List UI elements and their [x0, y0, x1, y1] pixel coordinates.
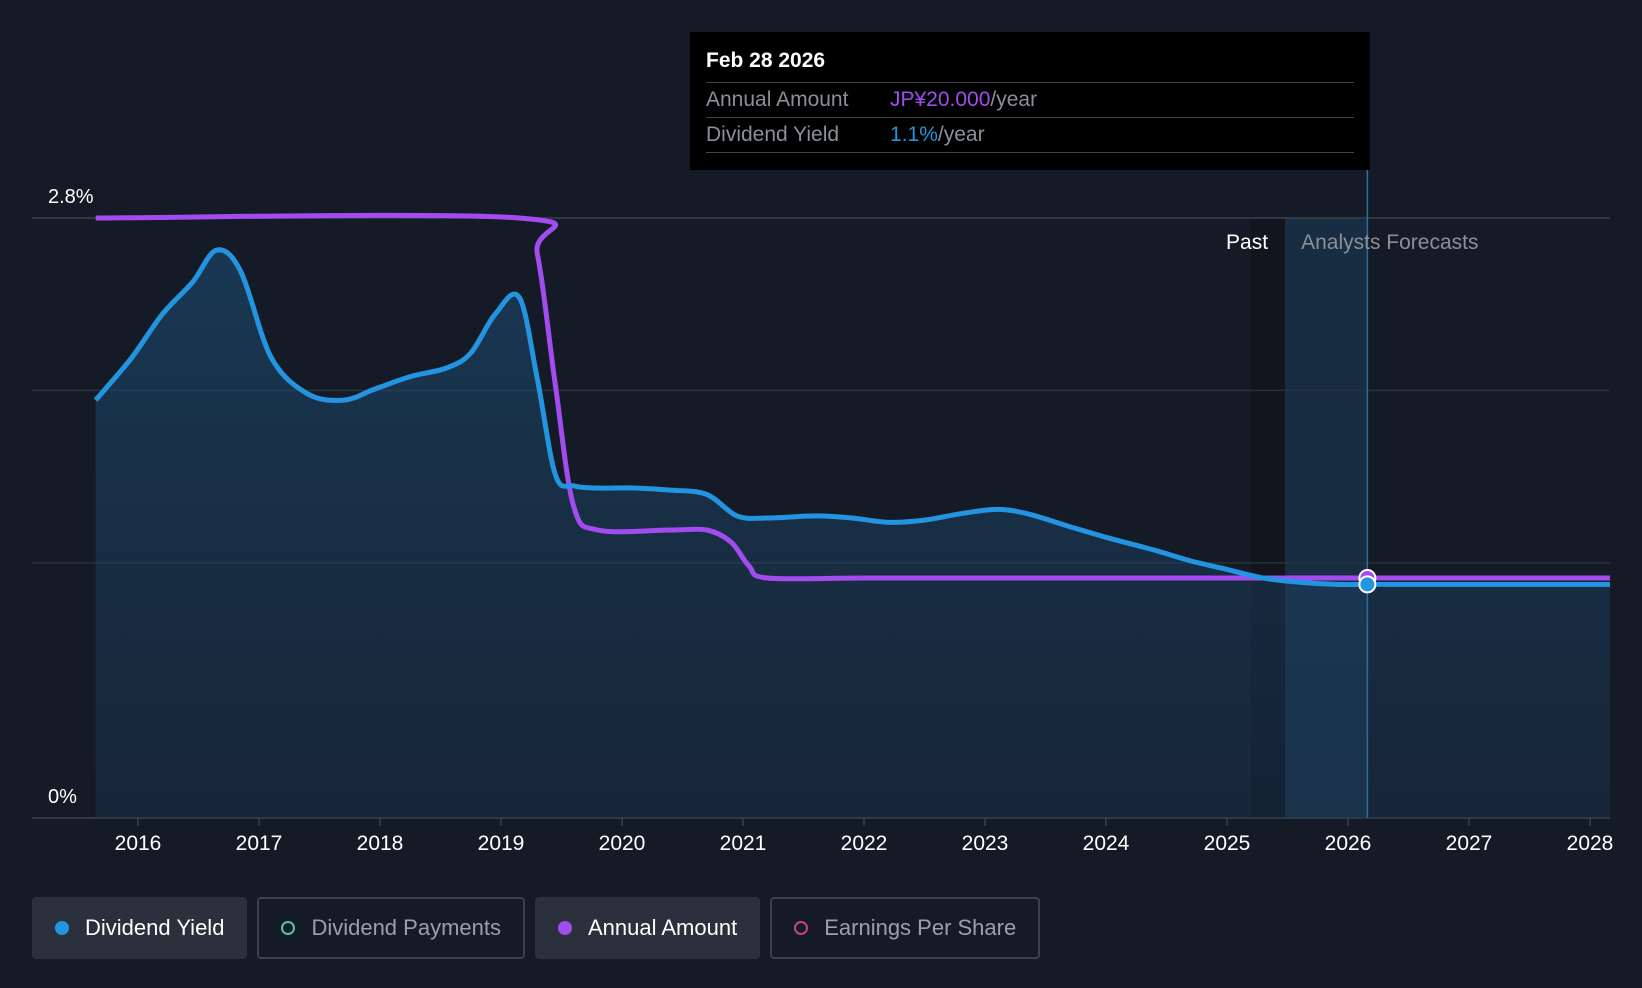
y-tick-label-bottom: 0%	[48, 786, 77, 808]
x-tick-label-2020: 2020	[599, 832, 646, 855]
past-label: Past	[1226, 231, 1268, 254]
x-tick-label-2027: 2027	[1446, 832, 1493, 855]
x-tick-label-2018: 2018	[357, 832, 404, 855]
y-tick-label-top: 2.8%	[48, 186, 94, 208]
legend-earnings-per-share-dot	[794, 921, 809, 935]
tooltip-date: Feb 28 2026	[706, 46, 1354, 83]
chart-legend: Dividend Yield Dividend Payments Annual …	[32, 897, 1041, 959]
legend-annual-amount-label: Annual Amount	[587, 915, 738, 940]
tooltip-annual-amount-row: Annual Amount JP¥20.000 /year	[706, 83, 1354, 118]
tooltip-annual-amount-label: Annual Amount	[706, 88, 849, 111]
legend-dividend-payments-button[interactable]: Dividend Payments	[257, 897, 525, 959]
legend-earnings-per-share-label: Earnings Per Share	[824, 915, 1017, 940]
tooltip-dividend-yield-unit: /year	[937, 123, 985, 146]
x-tick-label-2024: 2024	[1083, 832, 1130, 855]
tooltip-annual-amount-value: JP¥20.000	[890, 88, 991, 111]
x-tick-label-2021: 2021	[720, 832, 767, 855]
x-tick-label-2022: 2022	[841, 832, 888, 855]
chart-tooltip: Feb 28 2026 Annual Amount JP¥20.000 /yea…	[690, 32, 1370, 170]
tooltip-dividend-yield-value: 1.1%	[890, 123, 938, 146]
legend-earnings-per-share-button[interactable]: Earnings Per Share	[770, 897, 1041, 959]
x-tick-label-2019: 2019	[478, 832, 525, 855]
x-tick-label-2025: 2025	[1204, 832, 1251, 855]
tooltip-dividend-yield-label: Dividend Yield	[706, 123, 840, 146]
x-tick-label-2028: 2028	[1567, 832, 1614, 855]
dividend-yield-marker[interactable]	[1358, 575, 1377, 594]
dividend-yield-line	[93, 247, 1610, 588]
annual-amount-line	[95, 212, 1610, 582]
legend-dividend-payments-label: Dividend Payments	[311, 915, 501, 940]
x-tick-label-2016: 2016	[115, 832, 162, 855]
tooltip-dividend-yield-row: Dividend Yield 1.1% /year	[706, 118, 1354, 153]
legend-annual-amount-button[interactable]: Annual Amount	[534, 897, 761, 959]
tooltip-annual-amount-unit: /year	[990, 88, 1038, 111]
legend-annual-amount-dot	[557, 921, 572, 935]
forecast-label: Analysts Forecasts	[1301, 231, 1478, 254]
x-tick-label-2023: 2023	[962, 832, 1009, 855]
x-tick-label-2026: 2026	[1325, 832, 1372, 855]
dividend-yield-area	[95, 249, 1611, 819]
legend-dividend-yield-dot	[55, 921, 69, 935]
legend-dividend-payments-dot	[281, 921, 296, 935]
legend-dividend-yield-label: Dividend Yield	[85, 915, 225, 940]
legend-dividend-yield-button[interactable]: Dividend Yield	[32, 897, 248, 959]
x-tick-label-2017: 2017	[236, 832, 283, 855]
